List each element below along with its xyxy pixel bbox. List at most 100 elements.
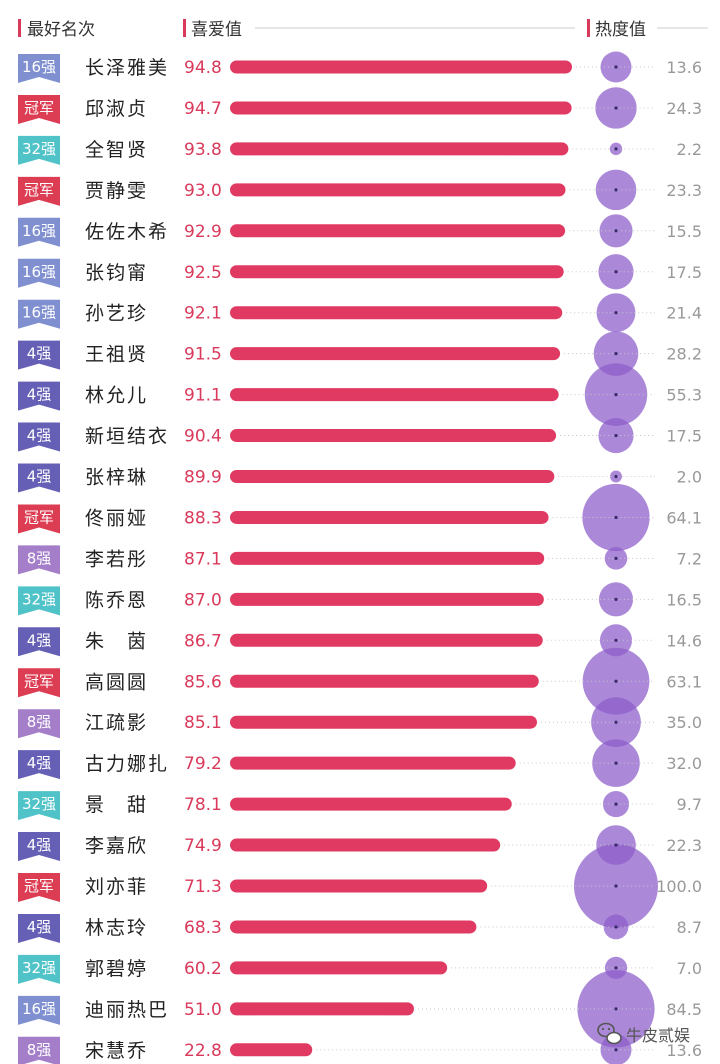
rank-label: 16强: [22, 1000, 56, 1018]
rank-badge: [18, 668, 60, 698]
like-value-label: 92.1: [184, 304, 222, 324]
rank-badge: [18, 545, 60, 575]
like-bar: [230, 265, 564, 279]
rank-label: 4强: [27, 631, 52, 649]
name-label: 刘亦菲: [85, 876, 148, 898]
like-value-label: 87.0: [184, 590, 222, 610]
chart-row: 16强 孙艺珍 92.1 21.4: [18, 299, 702, 329]
heat-bubble-center: [614, 474, 618, 479]
heat-value-label: 84.5: [666, 1000, 702, 1019]
heat-value-label: 16.5: [666, 590, 702, 609]
heat-value-label: 28.2: [666, 345, 702, 364]
heat-bubble-center: [614, 884, 618, 888]
name-label: 林志玲: [85, 917, 148, 939]
name-label: 全智贤: [85, 139, 148, 161]
heat-value-label: 21.4: [666, 304, 702, 323]
like-value-label: 51.0: [184, 1000, 222, 1020]
heat-value-label: 8.7: [677, 918, 702, 937]
rank-badge: [18, 1036, 60, 1064]
chart-row: 冠军 佟丽娅 88.3 64.1: [18, 504, 702, 534]
rank-label: 8强: [27, 1041, 52, 1059]
name-label: 邱淑贞: [85, 98, 148, 120]
chart-row: 冠军 邱淑贞 94.7 24.3: [18, 94, 702, 124]
rank-badge: [18, 217, 60, 247]
like-value-label: 93.8: [184, 140, 222, 160]
chart-row: 4强 林允儿 91.1 55.3: [18, 381, 702, 411]
chart-row: 16强 长泽雅美 94.8 13.6: [18, 54, 702, 83]
like-value-label: 89.9: [184, 468, 222, 488]
like-bar: [230, 142, 569, 156]
name-label: 贾静雯: [85, 180, 148, 202]
like-value-label: 94.8: [184, 58, 222, 78]
heat-value-label: 22.3: [666, 836, 702, 855]
rank-badge: [18, 463, 60, 493]
heat-value-label: 55.3: [666, 386, 702, 405]
heat-value-label: 13.6: [666, 1041, 702, 1060]
name-label: 李若彤: [85, 548, 148, 570]
like-bar: [230, 224, 566, 238]
heat-bubble-center: [614, 188, 618, 192]
chart-row: 冠军 贾静雯 93.0 23.3: [18, 176, 702, 206]
heat-value-label: 17.5: [666, 263, 702, 282]
rank-label: 4强: [27, 386, 52, 404]
heat-value-label: 32.0: [666, 754, 702, 773]
rank-badge: [18, 504, 60, 534]
name-label: 迪丽热巴: [85, 999, 169, 1021]
rank-badge: [18, 381, 60, 411]
rank-badge: [18, 586, 60, 616]
heat-bubble-center: [614, 393, 618, 397]
rank-label: 16强: [22, 222, 56, 240]
rank-label: 冠军: [24, 877, 54, 895]
name-label: 李嘉欣: [85, 835, 148, 857]
rank-badge: [18, 299, 60, 329]
rank-label: 32强: [22, 590, 56, 608]
name-label: 新垣结衣: [85, 426, 169, 448]
chart-row: 4强 古力娜扎 79.2 32.0: [18, 750, 702, 780]
rank-badge: [18, 94, 60, 124]
heat-bubble-center: [614, 433, 618, 438]
heat-value-label: 7.2: [677, 549, 702, 568]
like-value-label: 87.1: [184, 549, 222, 569]
like-bar: [230, 838, 501, 852]
rank-badge: [18, 422, 60, 452]
chart-row: 8强 江疏影 85.1 35.0: [18, 709, 702, 739]
rank-badge: [18, 995, 60, 1025]
rank-label: 32强: [22, 959, 56, 977]
like-value-label: 78.1: [184, 795, 222, 815]
heat-bubble-center: [614, 556, 618, 561]
rank-label: 4强: [27, 754, 52, 772]
like-value-label: 93.0: [184, 181, 222, 201]
like-value-label: 92.9: [184, 222, 222, 242]
heat-value-label: 9.7: [677, 795, 702, 814]
name-label: 高圆圆: [85, 671, 148, 693]
name-label: 江疏影: [85, 712, 148, 734]
heat-value-label: 14.6: [666, 631, 702, 650]
like-bar: [230, 510, 549, 524]
heat-value-label: 35.0: [666, 713, 702, 732]
rank-label: 4强: [27, 427, 52, 445]
rank-badge: [18, 750, 60, 780]
name-label: 张钧甯: [85, 262, 148, 284]
like-bar: [230, 347, 561, 361]
rank-label: 冠军: [24, 99, 54, 117]
rank-label: 16强: [22, 58, 56, 76]
like-bar: [230, 60, 572, 74]
name-label: 王祖贤: [85, 344, 148, 366]
like-bar: [230, 306, 563, 320]
rank-badge: [18, 176, 60, 206]
like-bar: [230, 961, 448, 975]
heat-bubble-center: [614, 270, 618, 274]
heat-value-label: 63.1: [666, 672, 702, 691]
chart-row: 16强 佐佐木希 92.9 15.5: [18, 217, 702, 247]
chart-row: 4强 李嘉欣 74.9 22.3: [18, 832, 702, 862]
name-label: 宋慧乔: [85, 1040, 148, 1062]
row-layer: 16强 长泽雅美 94.8 13.6 冠军 邱淑贞 94.7 24.3 32强 全智贤 93.8 2.…: [18, 54, 702, 1064]
rank-badge: [18, 709, 60, 739]
like-value-label: 71.3: [184, 877, 222, 897]
like-bar: [230, 1002, 414, 1016]
like-value-label: 79.2: [184, 754, 222, 774]
chart-row: 冠军 刘亦菲 71.3 100.0: [18, 873, 702, 902]
rank-label: 4强: [27, 345, 52, 363]
chart-row: 4强 朱 茵 86.7 14.6: [18, 627, 702, 657]
